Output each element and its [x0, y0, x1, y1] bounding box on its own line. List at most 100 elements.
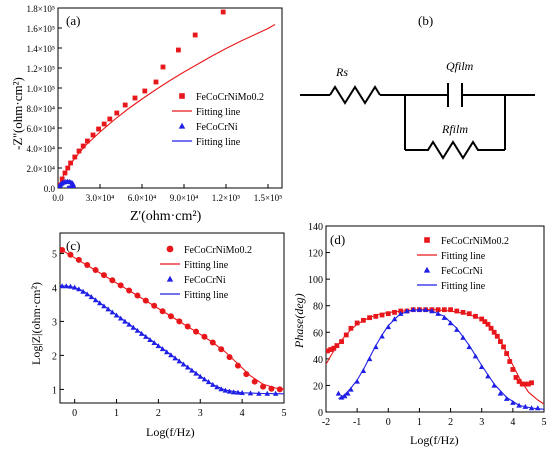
data-point	[132, 95, 138, 101]
data-point	[510, 367, 516, 372]
data-point	[153, 79, 159, 85]
marker-series	[326, 307, 534, 387]
x-tick-label: 3	[198, 408, 203, 419]
legend-marker-swatch	[166, 245, 174, 253]
panel-d-x-ticks: -2 -1 0 1 2 3 4 5	[322, 408, 547, 428]
panel-d-plot-area	[326, 306, 544, 411]
fitting-line-series	[338, 309, 544, 410]
data-point	[142, 88, 148, 94]
x-tick-label: 1	[417, 417, 422, 428]
y-tick-label: 100	[308, 275, 323, 286]
data-point	[276, 386, 283, 393]
x-tick-label: 0	[386, 417, 391, 428]
series-layer	[326, 306, 544, 411]
data-point	[328, 347, 334, 352]
panel-d-frame	[325, 225, 545, 413]
data-point	[497, 390, 504, 396]
legend-label: FeCoCrNiMo0.2	[184, 245, 252, 256]
panel-c-x-ticks: 0 1 2 3 4 5	[72, 399, 287, 419]
equivalent-circuit	[300, 83, 535, 160]
panel-a-plot-area	[58, 9, 276, 188]
panel-b-tag: (b)	[418, 13, 433, 28]
legend-label: Fitting line	[441, 251, 486, 262]
y-tick-label: 60	[313, 328, 323, 339]
panel-a-x-label: Z'(ohm·cm²)	[130, 209, 202, 224]
y-tick-label: 0.0	[44, 184, 56, 194]
data-point	[76, 148, 82, 154]
data-point	[331, 345, 337, 351]
data-point	[441, 307, 447, 313]
x-tick-label: 5	[542, 417, 547, 428]
qfilm-label: Qfilm	[446, 59, 474, 73]
x-tick-label: 3.0×10⁴	[86, 193, 114, 203]
data-point	[348, 386, 354, 392]
y-tick-label: 1.8×10⁵	[27, 4, 55, 14]
y-tick-label: 1.4×10⁵	[27, 44, 55, 54]
data-point	[491, 382, 497, 388]
data-point	[90, 132, 96, 138]
panel-d: (d) 0 20 40 60 80 100 120 140 -2 -1 0 1 2 3 4 5 Log(f/…	[292, 222, 547, 447]
data-point	[498, 339, 503, 344]
data-point	[326, 348, 330, 354]
panel-c-legend: FeCoCrNiMo0.2 Fitting line FeCoCrNi Fitting…	[160, 245, 252, 301]
legend-label: FeCoCrNi	[184, 275, 226, 286]
x-tick-label: 1.5×10⁵	[254, 193, 282, 203]
panel-c: (c) 1 2 3 4 5 0 1 2 3 4 5 Log(f/Hz) Log|Z|(ohm·cm…	[29, 232, 287, 439]
y-tick-label: 2	[52, 351, 57, 362]
rfilm-label: Rfilm	[441, 122, 468, 136]
series-layer	[58, 9, 276, 188]
y-tick-label: 140	[308, 222, 323, 233]
data-point	[529, 380, 534, 386]
fitting-line-series	[58, 180, 74, 188]
panel-c-x-label: Log(f/Hz)	[146, 425, 195, 439]
y-tick-label: 1.2×10⁵	[27, 64, 55, 74]
legend-label: Fitting line	[196, 107, 241, 118]
panel-d-legend: FeCoCrNiMo0.2 Fitting line FeCoCrNi Fitting…	[417, 236, 509, 292]
data-point	[535, 405, 541, 411]
legend-label: FeCoCrNiMo0.2	[441, 236, 509, 247]
data-point	[345, 390, 351, 396]
legend-label: FeCoCrNiMo0.2	[196, 92, 264, 103]
data-point	[441, 314, 448, 320]
data-point	[160, 64, 166, 70]
data-point	[192, 32, 198, 38]
data-point	[448, 307, 453, 313]
x-tick-label: 2	[448, 417, 453, 428]
y-tick-label: 80	[313, 302, 323, 313]
y-tick-label: 0	[318, 408, 323, 419]
data-point	[66, 185, 70, 188]
x-tick-label: 4	[240, 408, 245, 419]
data-point	[379, 312, 385, 318]
marker-series	[60, 283, 279, 396]
panel-b: (b) Rs Qfilm Rfilm	[300, 13, 535, 160]
y-tick-label: 1.0×10⁵	[27, 84, 55, 94]
data-point	[107, 116, 113, 122]
panel-a-x-ticks: 0.0 3.0×10⁴ 6.0×10⁴ 9.0×10⁴ 1.2×10⁵ 1.5×10⁵	[52, 184, 282, 203]
x-tick-label: 9.0×10⁴	[170, 193, 198, 203]
panel-a-y-ticks: 0.0 2.0×10⁴ 4.0×10⁴ 6.0×10⁴ 8.0×10⁴ 1.0×10⁵ 1.…	[27, 4, 62, 194]
data-point	[488, 325, 494, 331]
panel-a-frame	[57, 7, 283, 189]
data-point	[72, 154, 78, 160]
rs-label: Rs	[335, 65, 348, 79]
x-tick-label: 3	[479, 417, 484, 428]
y-tick-label: 6.0×10⁴	[27, 124, 55, 134]
y-tick-label: 4.0×10⁴	[27, 144, 55, 154]
data-point	[526, 381, 531, 387]
x-tick-label: 0.0	[52, 193, 64, 203]
data-point	[80, 143, 86, 149]
panel-d-tag: (d)	[330, 232, 345, 247]
capacitor-qfilm	[447, 83, 463, 107]
data-point	[220, 9, 226, 15]
data-point	[68, 160, 73, 166]
data-point	[516, 379, 522, 384]
legend-marker-swatch	[424, 237, 430, 243]
circuit-branch-sides	[404, 95, 506, 150]
panel-c-tag: (c)	[66, 238, 80, 253]
data-point	[234, 362, 241, 369]
data-point	[373, 313, 379, 319]
series-layer	[60, 247, 284, 396]
panel-a-tag: (a)	[66, 13, 80, 28]
panel-c-plot-area	[60, 247, 284, 396]
x-tick-label: -1	[353, 417, 361, 428]
